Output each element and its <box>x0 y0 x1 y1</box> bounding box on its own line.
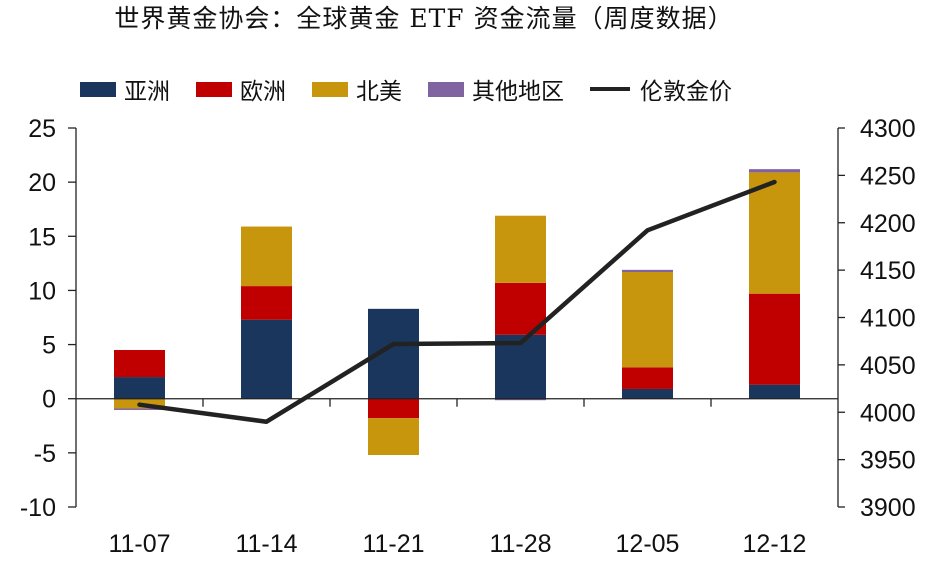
right-tick-label: 4200 <box>860 210 916 238</box>
legend: 亚洲 欧洲 北美 其他地区 伦敦金价 <box>80 72 758 106</box>
legend-label-other: 其他地区 <box>472 79 564 105</box>
left-tick-label: -10 <box>20 494 56 522</box>
bar-segment <box>114 349 165 378</box>
x-tick-label: 12-12 <box>743 530 807 558</box>
bar-segment <box>495 334 546 399</box>
legend-swatch-europe <box>196 81 232 97</box>
bar-segment <box>749 293 800 385</box>
legend-swatch-asia <box>80 81 116 97</box>
bar-segment <box>495 398 546 401</box>
bar-segment <box>622 269 673 273</box>
bar-segment <box>368 418 419 456</box>
right-tick-label: 3900 <box>860 494 916 522</box>
bar-segment <box>241 286 292 320</box>
bar-segment <box>749 172 800 294</box>
bar-segment <box>495 215 546 283</box>
left-tick-label: 20 <box>28 169 56 197</box>
axes: 25 20 15 10 5 0 -5 -10 4300 4250 4200 4150 4100 4050 4… <box>20 115 916 558</box>
bar-segment <box>749 169 800 173</box>
bar-segment <box>114 408 165 410</box>
chart-title: 世界黄金协会：全球黄金 ETF 资金流量（周度数据） <box>0 0 948 38</box>
legend-label-london-gold: 伦敦金价 <box>640 79 732 105</box>
legend-item-north-america: 北美 <box>312 72 402 106</box>
x-tick-label: 11-21 <box>362 530 424 558</box>
right-tick-label: 4300 <box>860 115 916 143</box>
bar-segment <box>622 367 673 389</box>
x-tick-label: 12-05 <box>616 530 680 558</box>
left-tick-label: 25 <box>28 115 56 143</box>
legend-item-asia: 亚洲 <box>80 72 170 106</box>
legend-label-north-america: 北美 <box>356 79 402 105</box>
left-tick-label: 10 <box>28 277 56 305</box>
legend-label-europe: 欧洲 <box>240 79 286 105</box>
bar-segment <box>241 226 292 287</box>
left-tick-label: 5 <box>42 332 56 360</box>
x-tick-label: 11-14 <box>235 530 297 558</box>
right-tick-label: 3950 <box>860 447 916 475</box>
gold-price-polyline <box>137 179 777 424</box>
bar-segment <box>241 319 292 399</box>
left-tick-label: 15 <box>28 223 56 251</box>
gold-price-line <box>137 179 777 424</box>
bar-segment <box>622 388 673 399</box>
right-tick-label: 4000 <box>860 399 916 427</box>
bar-segment <box>749 384 800 399</box>
legend-item-europe: 欧洲 <box>196 72 286 106</box>
legend-item-other: 其他地区 <box>428 72 564 106</box>
right-tick-label: 4050 <box>860 352 916 380</box>
bar-segment <box>622 272 673 368</box>
x-tick-label: 11-28 <box>489 530 551 558</box>
right-tick-label: 4150 <box>860 257 916 285</box>
bar-segment <box>368 398 419 419</box>
right-tick-label: 4250 <box>860 162 916 190</box>
bar-series <box>114 169 800 456</box>
legend-label-asia: 亚洲 <box>124 79 170 105</box>
right-tick-label: 4100 <box>860 305 916 333</box>
legend-item-london-gold: 伦敦金价 <box>590 72 732 106</box>
bar-segment <box>114 377 165 399</box>
x-tick-label: 11-07 <box>108 530 170 558</box>
legend-swatch-other <box>428 81 464 97</box>
legend-swatch-london-gold <box>590 87 630 91</box>
legend-swatch-north-america <box>312 81 348 97</box>
chart-title-text: 世界黄金协会：全球黄金 ETF 资金流量（周度数据） <box>114 4 734 33</box>
left-tick-label: 0 <box>42 386 56 414</box>
left-tick-label: -5 <box>34 440 56 468</box>
